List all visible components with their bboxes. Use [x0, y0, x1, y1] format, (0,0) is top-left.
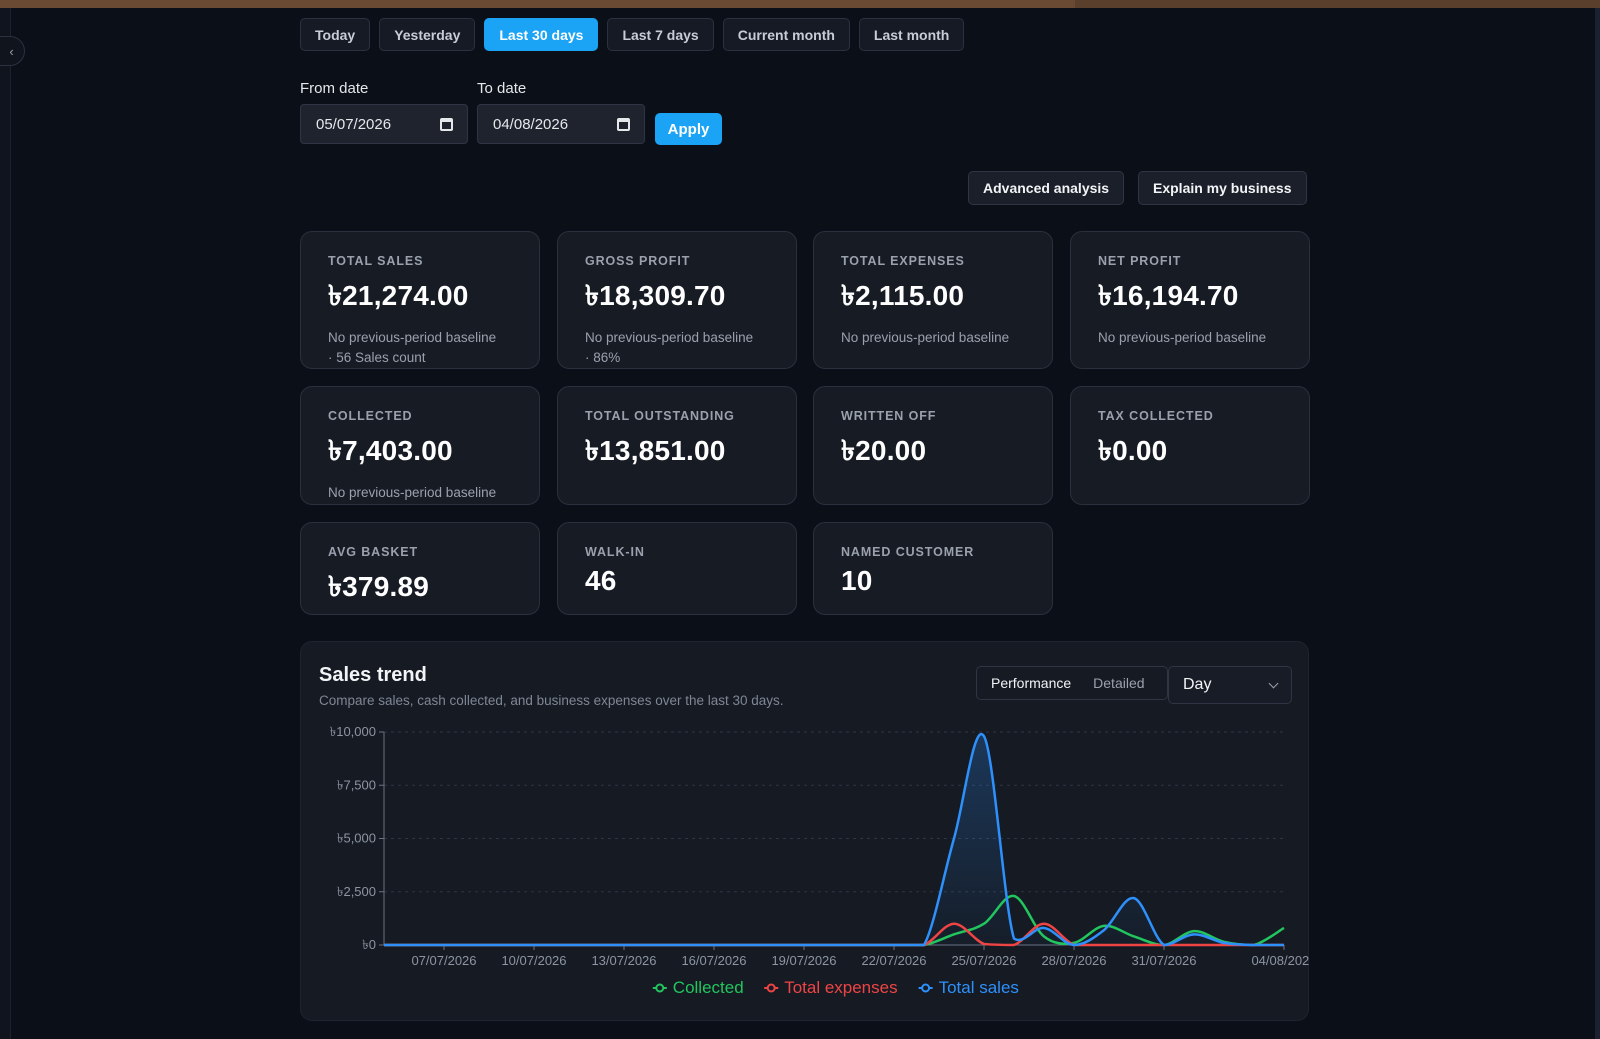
range-tab-last-month[interactable]: Last month — [858, 18, 965, 51]
apply-button[interactable]: Apply — [655, 113, 722, 145]
kpi-label: TOTAL SALES — [328, 254, 424, 268]
x-tick-label: 07/07/2026 — [411, 953, 476, 968]
advanced-analysis-button[interactable]: Advanced analysis — [968, 171, 1125, 205]
legend-marker — [766, 983, 776, 993]
kpi-value: 10 — [841, 565, 873, 596]
kpi-value: 46 — [585, 565, 617, 596]
window-top-strip — [0, 0, 1600, 8]
kpi-card-total-outstanding: TOTAL OUTSTANDING ৳13,851.00 — [557, 386, 797, 505]
kpi-value: ৳7,403.00 — [328, 435, 453, 466]
kpi-label: COLLECTED — [328, 409, 413, 423]
kpi-label: NAMED CUSTOMER — [841, 545, 975, 559]
series-area-total-sales — [384, 734, 1284, 945]
kpi-label: NET PROFIT — [1098, 254, 1182, 268]
kpi-subtext: No previous-period baseline · 86% — [585, 330, 754, 365]
kpi-label: TOTAL OUTSTANDING — [585, 409, 735, 423]
kpi-value: ৳2,115.00 — [841, 280, 965, 311]
range-tab-current-month[interactable]: Current month — [722, 18, 850, 51]
calendar-icon[interactable] — [440, 117, 453, 131]
range-tab-today[interactable]: Today — [300, 18, 371, 51]
kpi-card-avg-basket: AVG BASKET ৳379.89 — [300, 522, 540, 615]
range-tab-yesterday[interactable]: Yesterday — [379, 18, 476, 51]
kpi-subtext: No previous-period baseline — [328, 485, 497, 500]
granularity-select[interactable]: Day — [1168, 666, 1292, 704]
x-tick-label: 31/07/2026 — [1131, 953, 1196, 968]
kpi-label: GROSS PROFIT — [585, 254, 691, 268]
sidebar-collapse-button[interactable]: ‹ — [0, 36, 25, 66]
view-toggle: Performance Detailed — [976, 666, 1168, 700]
kpi-subtext: No previous-period baseline · 56 Sales co… — [328, 330, 497, 365]
explain-business-button[interactable]: Explain my business — [1138, 171, 1307, 205]
x-tick-label: 19/07/2026 — [771, 953, 836, 968]
sidebar-rail — [0, 8, 11, 1039]
kpi-subtext: No previous-period baseline — [1098, 330, 1267, 345]
kpi-card-walk-in: WALK-IN 46 — [557, 522, 797, 615]
kpi-card-written-off: WRITTEN OFF ৳20.00 — [813, 386, 1053, 505]
from-date-value: 05/07/2026 — [316, 115, 392, 133]
view-option-performance[interactable]: Performance — [991, 675, 1072, 691]
y-tick-label: ৳7,500 — [337, 777, 376, 792]
scrollbar[interactable] — [1595, 8, 1600, 1039]
kpi-label: AVG BASKET — [328, 545, 419, 559]
range-tab-last-30-days[interactable]: Last 30 days — [484, 18, 599, 51]
kpi-card-tax-collected: TAX COLLECTED ৳0.00 — [1070, 386, 1310, 505]
x-tick-label: 16/07/2026 — [681, 953, 746, 968]
kpi-label: WRITTEN OFF — [841, 409, 937, 423]
kpi-card-named-customer: NAMED CUSTOMER 10 — [813, 522, 1053, 615]
x-tick-label: 10/07/2026 — [501, 953, 566, 968]
kpi-card-collected: COLLECTED ৳7,403.00 No previous-period b… — [300, 386, 540, 505]
legend-label: Total sales — [939, 978, 1019, 997]
sales-trend-panel: Sales trend Compare sales, cash collecte… — [300, 641, 1310, 1021]
x-tick-label: 13/07/2026 — [591, 953, 656, 968]
range-tab-last-7-days[interactable]: Last 7 days — [607, 18, 714, 51]
view-option-detailed[interactable]: Detailed — [1093, 675, 1145, 691]
calendar-icon[interactable] — [617, 117, 630, 131]
legend-marker — [921, 983, 931, 993]
series-line-total-sales — [384, 732, 1284, 947]
y-tick-label: ৳0 — [362, 937, 376, 952]
kpi-value: ৳21,274.00 — [328, 280, 469, 311]
x-tick-label: 04/08/2026 — [1251, 953, 1310, 968]
date-range-tabs: Today Yesterday Last 30 days Last 7 days… — [300, 18, 965, 51]
kpi-value: ৳0.00 — [1098, 435, 1168, 466]
y-tick-label: ৳5,000 — [337, 831, 376, 846]
from-date-label: From date — [300, 80, 369, 97]
kpi-card-total-expenses: TOTAL EXPENSES ৳2,115.00 No previous-per… — [813, 231, 1053, 369]
y-tick-label: ৳2,500 — [337, 884, 376, 899]
y-tick-label: ৳10,000 — [330, 724, 376, 739]
x-tick-label: 22/07/2026 — [861, 953, 926, 968]
kpi-value: ৳20.00 — [841, 435, 927, 466]
legend-label: Total expenses — [784, 978, 897, 997]
trend-subtitle: Compare sales, cash collected, and busin… — [319, 693, 784, 708]
sales-trend-chart: ৳0 ৳2,500 ৳5,000 ৳7,500 ৳10,000 07/07/2026 10/… — [330, 724, 1310, 997]
kpi-value: ৳18,309.70 — [585, 280, 726, 311]
x-tick-label: 28/07/2026 — [1041, 953, 1106, 968]
kpi-subtext: No previous-period baseline — [841, 330, 1010, 345]
from-date-input[interactable]: 05/07/2026 — [300, 104, 468, 144]
kpi-value: ৳13,851.00 — [585, 435, 726, 466]
to-date-value: 04/08/2026 — [493, 115, 569, 133]
kpi-label: WALK-IN — [585, 545, 645, 559]
kpi-card-net-profit: NET PROFIT ৳16,194.70 No previous-period… — [1070, 231, 1310, 369]
trend-title: Sales trend — [319, 664, 427, 686]
kpi-value: ৳379.89 — [328, 571, 429, 602]
x-tick-label: 25/07/2026 — [951, 953, 1016, 968]
chevron-left-icon: ‹ — [9, 43, 14, 59]
kpi-card-gross-profit: GROSS PROFIT ৳18,309.70 No previous-peri… — [557, 231, 797, 369]
kpi-value: ৳16,194.70 — [1098, 280, 1239, 311]
granularity-value: Day — [1183, 676, 1212, 693]
legend-label: Collected — [673, 978, 744, 997]
kpi-label: TAX COLLECTED — [1098, 409, 1214, 423]
to-date-input[interactable]: 04/08/2026 — [477, 104, 645, 144]
to-date-label: To date — [477, 80, 527, 97]
legend-marker — [655, 983, 665, 993]
kpi-card-total-sales: TOTAL SALES ৳21,274.00 No previous-perio… — [300, 231, 540, 369]
kpi-label: TOTAL EXPENSES — [841, 254, 965, 268]
